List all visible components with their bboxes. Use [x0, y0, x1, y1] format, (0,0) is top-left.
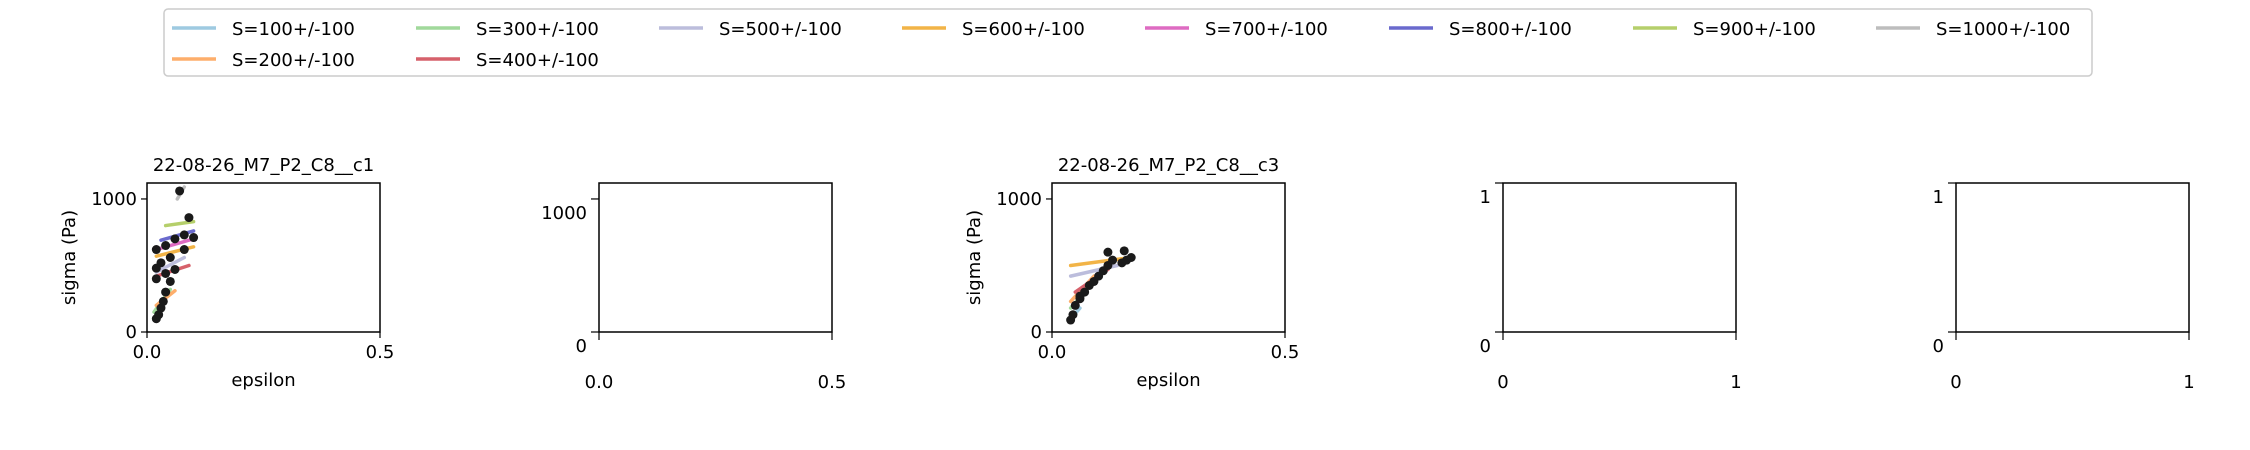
axes-frame	[598, 182, 833, 333]
x-tick-label: 1	[2183, 372, 2194, 393]
legend-entry: S=400+/-100	[416, 50, 599, 71]
legend-entry: S=900+/-100	[1633, 19, 1816, 40]
legend-label: S=300+/-100	[476, 19, 599, 40]
legend: S=100+/-100 S=300+/-100 S=500+/-100 S=600+/…	[163, 8, 2093, 77]
data-point	[151, 274, 161, 284]
subplot-5: 0 1 0 1	[1933, 182, 2195, 393]
y-tick-label: 0	[1031, 322, 1042, 343]
x-axis-label: epsilon	[231, 370, 295, 391]
data-point	[179, 230, 189, 240]
y-tick-label: 0	[576, 336, 587, 357]
subplot-title: 22-08-26_M7_P2_C8__c3	[1058, 155, 1279, 176]
legend-label: S=200+/-100	[232, 50, 355, 71]
legend-entry: S=1000+/-100	[1876, 19, 2070, 40]
y-tick-label: 0	[1480, 336, 1491, 357]
legend-entry: S=300+/-100	[416, 19, 599, 40]
data-point	[151, 245, 161, 255]
data-point	[161, 268, 171, 278]
fit-line	[154, 255, 187, 274]
legend-label: S=700+/-100	[1205, 19, 1328, 40]
subplot-4: 0 1 0 1	[1480, 182, 1742, 393]
x-tick-label: 1	[1730, 372, 1741, 393]
x-tick-label: 0.0	[585, 372, 614, 393]
axes-frame	[1502, 182, 1737, 333]
data-point	[1070, 300, 1080, 310]
data-point	[170, 234, 180, 244]
data-point	[161, 287, 171, 297]
subplot-2: 0.0 0.5 0 1000	[541, 182, 847, 393]
data-point	[189, 233, 199, 243]
data-point	[1126, 253, 1136, 262]
x-tick-label: 0	[1497, 372, 1508, 393]
data-point	[165, 253, 175, 262]
y-axis-label: sigma (Pa)	[59, 210, 80, 305]
fit-line	[163, 219, 196, 228]
axes-frame	[1051, 182, 1286, 333]
legend-label: S=800+/-100	[1449, 19, 1572, 40]
legend-entry: S=200+/-100	[172, 50, 355, 71]
x-tick-label: 0	[1950, 372, 1961, 393]
data-point	[184, 213, 194, 223]
data-point	[1068, 310, 1078, 320]
x-tick-label: 0.0	[133, 342, 162, 363]
data-point	[156, 258, 166, 268]
y-tick-label: 1000	[996, 189, 1042, 210]
data-point	[161, 241, 171, 251]
subplot-title: 22-08-26_M7_P2_C8__c1	[153, 155, 374, 176]
x-tick-label: 0.5	[818, 372, 847, 393]
legend-entry: S=500+/-100	[659, 19, 842, 40]
legend-entry: S=600+/-100	[902, 19, 1085, 40]
data-point	[179, 245, 189, 255]
data-point	[175, 186, 185, 196]
legend-entry: S=100+/-100	[172, 19, 355, 40]
legend-label: S=600+/-100	[962, 19, 1085, 40]
x-tick-label: 0.5	[366, 342, 395, 363]
legend-frame	[163, 8, 2093, 77]
x-axis-label: epsilon	[1136, 370, 1200, 391]
legend-label: S=100+/-100	[232, 19, 355, 40]
legend-entry: S=800+/-100	[1389, 19, 1572, 40]
y-tick-label: 1000	[91, 189, 137, 210]
y-tick-label: 1	[1933, 187, 1944, 208]
data-point	[1108, 255, 1118, 265]
panels: 0.0 0.50100022-08-26_M7_P2_C8__c1epsilons…	[59, 155, 2195, 393]
data-point	[1119, 246, 1129, 256]
x-tick-label: 0.0	[1038, 342, 1067, 363]
data-point	[170, 264, 180, 274]
y-tick-label: 0	[1933, 336, 1944, 357]
y-tick-label: 1000	[541, 203, 587, 224]
legend-label: S=400+/-100	[476, 50, 599, 71]
data-point	[1075, 291, 1085, 301]
axes-frame	[1955, 182, 2190, 333]
y-tick-label: 0	[126, 322, 137, 343]
x-tick-label: 0.5	[1271, 342, 1300, 363]
axes-frame	[146, 182, 381, 333]
data-point	[165, 276, 175, 286]
data-point	[158, 296, 168, 306]
legend-label: S=1000+/-100	[1936, 19, 2070, 40]
y-axis-label: sigma (Pa)	[964, 210, 985, 305]
data-point	[1103, 247, 1113, 257]
legend-entry: S=700+/-100	[1145, 19, 1328, 40]
legend-label: S=500+/-100	[719, 19, 842, 40]
legend-label: S=900+/-100	[1693, 19, 1816, 40]
y-tick-label: 1	[1480, 187, 1491, 208]
